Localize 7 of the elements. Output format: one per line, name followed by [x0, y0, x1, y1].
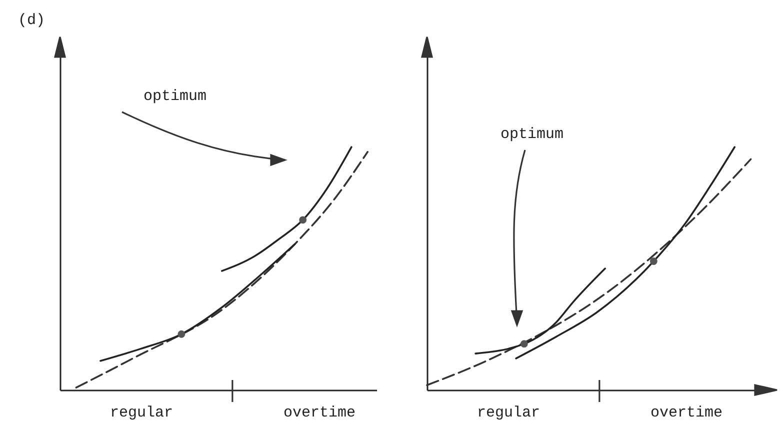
chart-title: (d) [18, 12, 46, 29]
text: optimum [143, 88, 207, 105]
x-tick-label: overtime [650, 404, 723, 422]
text: optimum [500, 126, 564, 143]
x-tick-label: overtime [284, 404, 356, 422]
x-tick-label: regular [110, 404, 173, 422]
x-tick-label: regular [476, 404, 540, 422]
